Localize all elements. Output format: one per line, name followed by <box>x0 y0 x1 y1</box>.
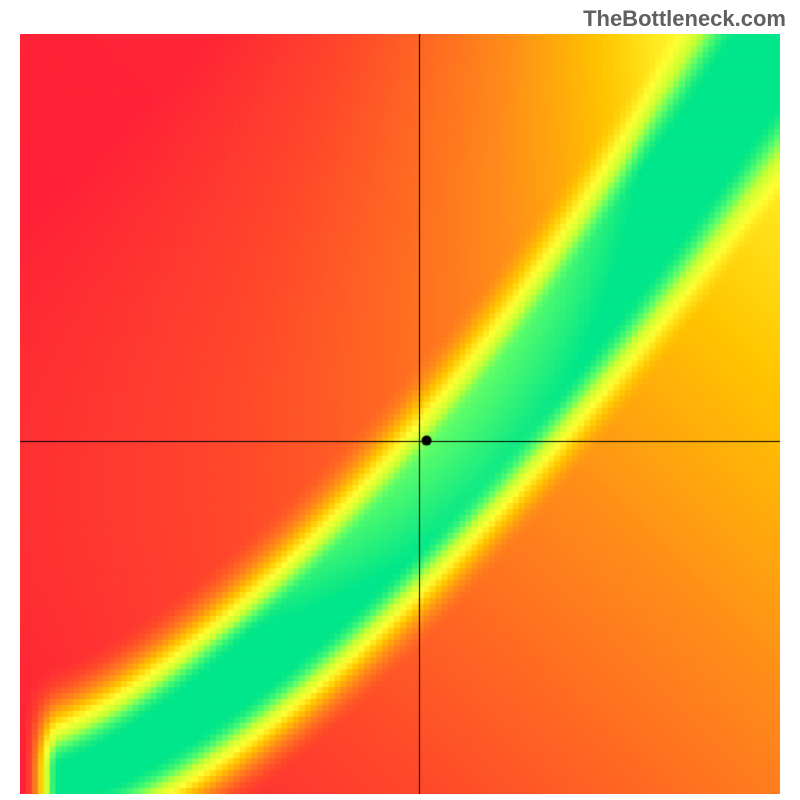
watermark-text: TheBottleneck.com <box>583 6 786 32</box>
chart-container: TheBottleneck.com <box>0 0 800 800</box>
bottleneck-heatmap <box>20 34 780 794</box>
